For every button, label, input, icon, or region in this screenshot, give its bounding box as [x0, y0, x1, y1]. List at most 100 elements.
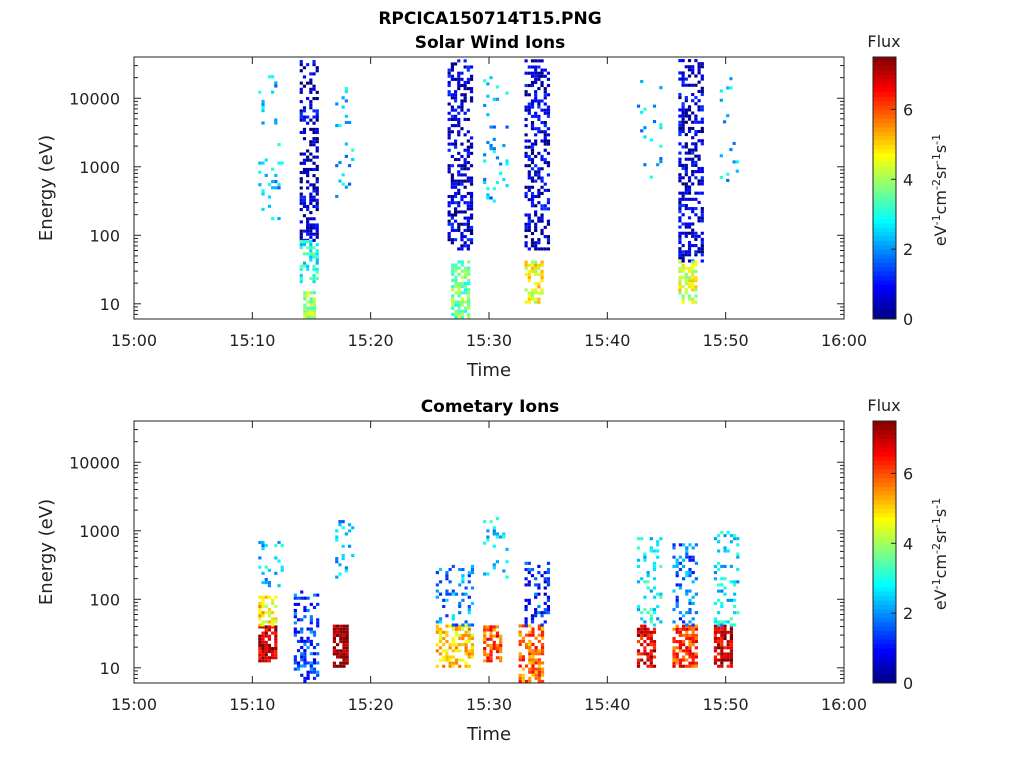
heatmap-cell — [466, 247, 470, 251]
heatmap-cell — [534, 194, 538, 199]
heatmap-cell — [264, 659, 268, 663]
heatmap-cell — [303, 605, 307, 609]
heatmap-cell — [467, 652, 471, 656]
heatmap-cell — [261, 604, 265, 609]
heatmap-cell — [640, 79, 644, 84]
colorbar-segment — [873, 201, 896, 206]
heatmap-cell — [306, 171, 310, 175]
heatmap-cell — [537, 59, 541, 63]
heatmap-cell — [309, 81, 313, 85]
heatmap-cell — [678, 176, 682, 180]
heatmap-cell — [540, 636, 545, 640]
heatmap-cell — [306, 676, 310, 680]
heatmap-cell — [264, 653, 268, 657]
heatmap-cell — [302, 252, 307, 256]
heatmap-cell — [713, 624, 718, 628]
heatmap-cell — [312, 183, 316, 187]
heatmap-cell — [678, 561, 682, 565]
heatmap-cell — [495, 532, 500, 536]
heatmap-cell — [636, 608, 641, 612]
heatmap-cell — [675, 655, 679, 659]
heatmap-cell — [723, 534, 727, 538]
heatmap-cell — [540, 130, 544, 134]
heatmap-cell — [312, 273, 316, 277]
heatmap-cell — [729, 646, 733, 650]
heatmap-cell — [466, 161, 470, 165]
colorbar-segment — [873, 586, 896, 592]
heatmap-cell — [351, 157, 355, 161]
y-tick-label: 100 — [89, 590, 120, 609]
heatmap-cell — [457, 282, 461, 286]
heatmap-cell — [458, 664, 462, 668]
heatmap-cell — [672, 564, 676, 568]
heatmap-cell — [451, 623, 455, 627]
heatmap-cell — [463, 148, 467, 152]
heatmap-cell — [691, 234, 695, 238]
heatmap-cell — [685, 649, 689, 653]
colorbar-segment — [873, 613, 896, 618]
heatmap-cell — [303, 306, 307, 310]
heatmap-cell — [296, 661, 301, 665]
heatmap-cell — [652, 627, 657, 631]
heatmap-cell — [486, 193, 490, 197]
heatmap-cell — [342, 646, 346, 650]
heatmap-cell — [483, 631, 487, 635]
heatmap-cell — [450, 179, 454, 183]
heatmap-cell — [469, 77, 474, 81]
heatmap-cell — [460, 263, 464, 267]
heatmap-cell — [335, 575, 339, 579]
heatmap-cell — [528, 676, 532, 680]
heatmap-cell — [678, 71, 682, 75]
heatmap-cell — [316, 602, 320, 606]
colorbar-segment — [873, 538, 896, 544]
heatmap-cell — [678, 643, 682, 647]
heatmap-cell — [296, 664, 301, 668]
heatmap-cell — [694, 592, 698, 596]
heatmap-cell — [672, 640, 676, 644]
heatmap-cell — [489, 631, 493, 635]
heatmap-cell — [717, 583, 721, 587]
heatmap-cell — [540, 630, 545, 634]
heatmap-cell — [458, 604, 462, 609]
colorbar-segment — [873, 508, 896, 514]
heatmap-cell — [258, 643, 262, 647]
colorbar-segment — [873, 517, 896, 522]
heatmap-cell — [342, 652, 346, 656]
heatmap-cell — [524, 598, 528, 602]
heatmap-cell — [681, 253, 685, 257]
heatmap-cell — [713, 620, 718, 624]
heatmap-cell — [656, 617, 660, 621]
heatmap-cell — [312, 300, 316, 304]
y-tick-label: 100 — [89, 226, 120, 245]
heatmap-cell — [527, 157, 531, 162]
heatmap-cell — [672, 620, 676, 624]
heatmap-cell — [271, 186, 275, 190]
heatmap-cell — [306, 661, 310, 665]
heatmap-cell — [299, 130, 303, 135]
heatmap-cell — [682, 633, 686, 637]
heatmap-cell — [453, 139, 458, 143]
heatmap-cell — [335, 124, 339, 128]
heatmap-cell — [694, 120, 698, 124]
heatmap-cell — [527, 598, 531, 602]
heatmap-cell — [460, 93, 464, 97]
heatmap-cell — [691, 636, 695, 641]
heatmap-cell — [450, 142, 454, 146]
heatmap-cell — [341, 553, 345, 558]
heatmap-cell — [300, 664, 304, 668]
heatmap-cell — [546, 561, 551, 565]
heatmap-cell — [726, 178, 730, 182]
heatmap-cell — [502, 144, 506, 148]
heatmap-cell — [700, 65, 704, 69]
heatmap-cell — [656, 604, 660, 609]
heatmap-cell — [457, 120, 461, 125]
heatmap-cell — [537, 679, 541, 683]
heatmap-cell — [534, 74, 538, 78]
colorbar-segment — [873, 113, 896, 119]
solar-wind-ions-xlabel: Time — [466, 360, 511, 381]
heatmap-cell — [450, 124, 454, 128]
heatmap-cell — [342, 624, 346, 628]
heatmap-cell — [643, 552, 647, 556]
heatmap-cell — [729, 664, 733, 668]
heatmap-cell — [315, 235, 319, 239]
